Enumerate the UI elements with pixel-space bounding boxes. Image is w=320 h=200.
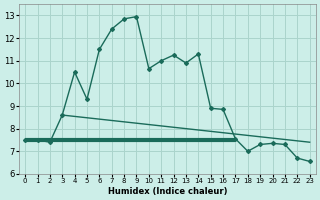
X-axis label: Humidex (Indice chaleur): Humidex (Indice chaleur): [108, 187, 227, 196]
